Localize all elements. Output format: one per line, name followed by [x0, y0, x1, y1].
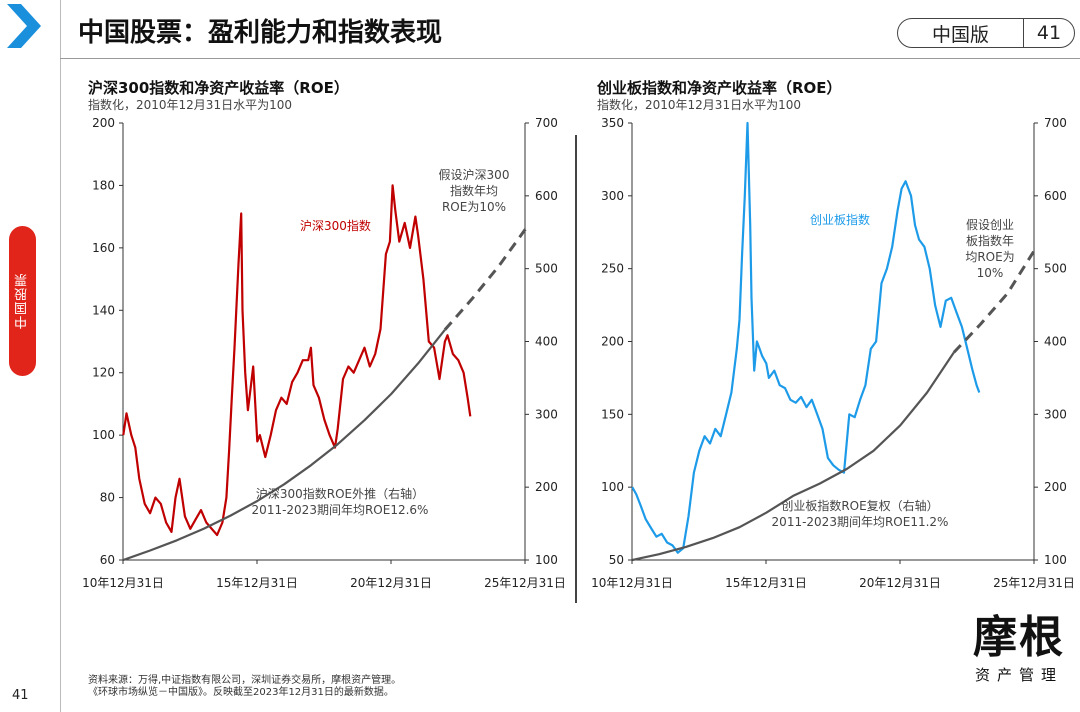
chart2-y-left-tick-label: 350 [601, 116, 624, 130]
chart1-x-tick-label: 10年12月31日 [82, 576, 164, 590]
chart1-assumption-label: ROE为10% [442, 200, 506, 214]
chart2-roe-assumption-line [952, 249, 1036, 354]
chart2-assumption-label: 10% [977, 266, 1004, 280]
chart1-y-right-tick-label: 700 [535, 116, 558, 130]
page-number: 41 [12, 688, 29, 703]
chart1-assumption-label: 假设沪深300 [439, 168, 510, 182]
chart2-y-right-tick-label: 100 [1044, 553, 1067, 567]
chart1-assumption-label: 指数年均 [450, 183, 498, 198]
chart2-y-left-tick-label: 200 [601, 335, 624, 349]
chart2-roe-line [632, 351, 955, 562]
chart2-y-right-tick-label: 400 [1044, 335, 1067, 349]
header-page-number: 41 [1036, 22, 1062, 44]
chart2-assumption-label: 假设创业 [966, 218, 1014, 232]
chart1-x-tick-label: 20年12月31日 [350, 576, 432, 590]
jpmorgan-logo: 摩根 资产管理 [964, 612, 1074, 685]
chart1-title: 沪深300指数和净资产收益率（ROE） [88, 79, 349, 97]
chart2-y-right-tick-label: 300 [1044, 407, 1067, 421]
chart2-title: 创业板指数和净资产收益率（ROE） [597, 79, 842, 97]
chart-separator [575, 135, 577, 603]
page-title: 中国股票：盈利能力和指数表现 [78, 18, 443, 48]
footer-source: 资料来源：万得,中证指数有限公司，深圳证券交易所，摩根资产管理。 [88, 675, 402, 686]
chart2-roe-label-line1: 创业板指数ROE复权（右轴） [781, 498, 938, 513]
edition-badge: 中国版 41 [897, 18, 1075, 48]
chart2-y-right-tick-label: 200 [1044, 480, 1067, 494]
footer-note: 《环球市场纵览－中国版》。反映截至2023年12月31日的最新数据。 [88, 687, 394, 698]
chart1-y-left-tick-label: 100 [92, 428, 115, 442]
chart2-subtitle: 指数化，2010年12月31日水平为100 [597, 98, 801, 112]
chart1-roe-line [122, 329, 446, 562]
chart2-y-left-tick-label: 250 [601, 262, 624, 276]
chart2-y-left-tick-label: 300 [601, 189, 624, 203]
chart1-roe-assumption-line [443, 228, 527, 331]
chart2-series-label: 创业板指数 [810, 212, 870, 227]
section-tab[interactable]: 中国股票 [9, 226, 36, 376]
chart2-assumption-label: 均ROE为 [965, 250, 1014, 264]
brand-chevron-icon [7, 4, 41, 48]
chart1-x-tick-label: 15年12月31日 [216, 576, 298, 590]
chart1-y-left-tick-label: 140 [92, 303, 115, 317]
chart1-y-right-tick-label: 100 [535, 553, 558, 567]
chart2-x-tick-label: 10年12月31日 [591, 576, 673, 590]
chart1-index-line [122, 184, 472, 537]
chart2-x-tick-label: 15年12月31日 [725, 576, 807, 590]
chart1-y-left-tick-label: 80 [100, 491, 115, 505]
chart1-y-left-tick-label: 200 [92, 116, 115, 130]
chart1-y-left-tick-label: 180 [92, 178, 115, 192]
edition-label: 中国版 [898, 19, 1024, 47]
chart2-y-right-tick-label: 600 [1044, 189, 1067, 203]
footer-notes: 资料来源：万得,中证指数有限公司，深圳证券交易所，摩根资产管理。 《环球市场纵览… [88, 675, 401, 699]
chart1-y-right-tick-label: 200 [535, 480, 558, 494]
chart1-y-right-tick-label: 600 [535, 189, 558, 203]
chart2-y-right-tick-label: 700 [1044, 116, 1067, 130]
chart2-y-right-tick-label: 500 [1044, 262, 1067, 276]
chart1-subtitle: 指数化，2010年12月31日水平为100 [88, 98, 292, 112]
chart1-roe-label-line2: 2011-2023期间年均ROE12.6% [252, 503, 429, 517]
chart1-roe-label-line1: 沪深300指数ROE外推（右轴） [256, 486, 424, 501]
chart2-roe-label-line2: 2011-2023期间年均ROE11.2% [772, 515, 949, 529]
chart1-y-left-tick-label: 60 [100, 553, 115, 567]
chart2-x-tick-label: 25年12月31日 [993, 576, 1075, 590]
header-rule [60, 58, 1080, 59]
chart1-y-right-tick-label: 500 [535, 262, 558, 276]
chart1-y-right-tick-label: 300 [535, 407, 558, 421]
left-divider [60, 0, 61, 712]
chart1-series-label: 沪深300指数 [300, 218, 371, 233]
chart2-assumption-label: 板指数年 [966, 233, 1014, 248]
logo-sub: 资产管理 [974, 666, 1063, 684]
chart2-index-line [631, 121, 981, 554]
chart2-y-left-tick-label: 100 [601, 480, 624, 494]
logo-main: 摩根 [973, 612, 1065, 663]
chart1-y-right-tick-label: 400 [535, 335, 558, 349]
chart2-x-tick-label: 20年12月31日 [859, 576, 941, 590]
chart1-y-left-tick-label: 120 [92, 366, 115, 380]
chart2-y-left-tick-label: 150 [601, 407, 624, 421]
chart1-y-left-tick-label: 160 [92, 241, 115, 255]
chart1-x-tick-label: 25年12月31日 [484, 576, 566, 590]
chart2-y-left-tick-label: 50 [609, 553, 624, 567]
